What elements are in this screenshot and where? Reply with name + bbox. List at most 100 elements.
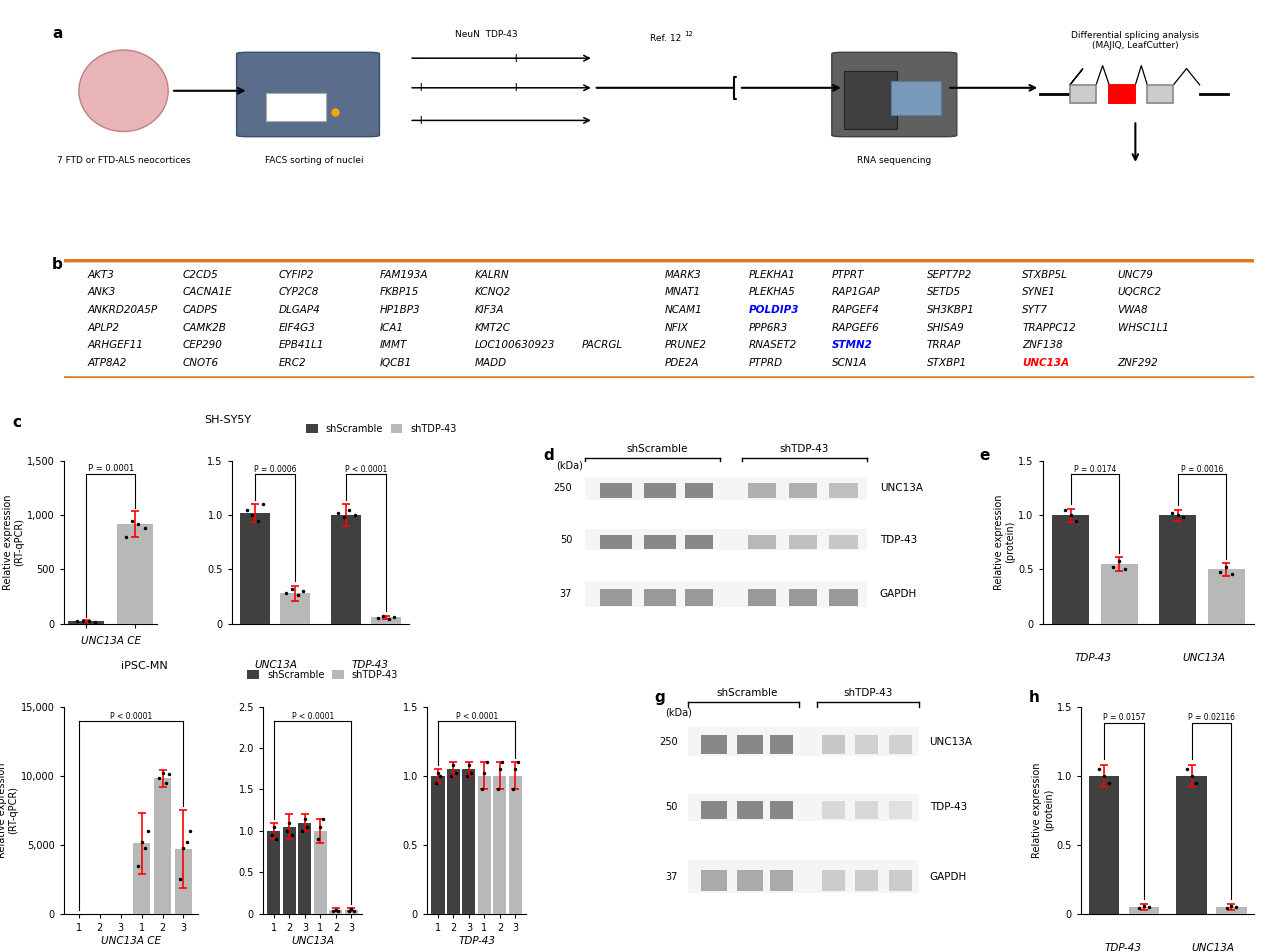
X-axis label: TDP-43: TDP-43 xyxy=(458,936,495,945)
Text: CEP290: CEP290 xyxy=(183,340,223,350)
Text: P = 0.0016: P = 0.0016 xyxy=(1180,465,1224,474)
Bar xyxy=(1052,515,1089,624)
Text: +: + xyxy=(511,51,522,65)
Text: GAPDH: GAPDH xyxy=(879,589,916,600)
Text: 50: 50 xyxy=(559,535,572,545)
Text: FACS sorting of nuclei: FACS sorting of nuclei xyxy=(265,156,364,165)
Text: P = 0.02116: P = 0.02116 xyxy=(1188,713,1235,723)
Text: STXBP5L: STXBP5L xyxy=(1023,270,1068,280)
Text: PLEKHA5: PLEKHA5 xyxy=(749,288,795,297)
Bar xyxy=(689,794,919,821)
Text: TRRAP: TRRAP xyxy=(927,340,961,350)
Text: CAMK2B: CAMK2B xyxy=(183,323,227,332)
Text: ERC2: ERC2 xyxy=(278,358,306,367)
Text: TDP-43: TDP-43 xyxy=(879,535,916,545)
Bar xyxy=(737,869,763,891)
Text: e: e xyxy=(979,447,989,463)
Bar xyxy=(329,910,343,914)
Text: PLEKHA1: PLEKHA1 xyxy=(749,270,795,280)
Text: P < 0.0001: P < 0.0001 xyxy=(110,712,152,721)
Y-axis label: Relative expression
(protein): Relative expression (protein) xyxy=(993,494,1015,590)
Text: TDP-43: TDP-43 xyxy=(929,803,966,812)
Bar xyxy=(600,535,632,548)
Ellipse shape xyxy=(79,50,168,131)
Text: iPSC-MN: iPSC-MN xyxy=(122,661,168,671)
Bar xyxy=(1216,907,1247,914)
Text: NeuN  TDP-43: NeuN TDP-43 xyxy=(456,30,518,39)
Text: UNC13A: UNC13A xyxy=(1023,358,1069,367)
Bar xyxy=(1147,85,1174,103)
Text: P < 0.0001: P < 0.0001 xyxy=(292,712,334,721)
Text: TRAPPC12: TRAPPC12 xyxy=(1023,323,1076,332)
Text: 250: 250 xyxy=(659,737,678,746)
Text: LOC100630923: LOC100630923 xyxy=(475,340,556,350)
Text: AKT3: AKT3 xyxy=(88,270,115,280)
Text: IQCB1: IQCB1 xyxy=(379,358,412,367)
Text: UNC13A: UNC13A xyxy=(929,737,973,746)
Bar xyxy=(477,776,492,914)
Bar xyxy=(600,589,632,605)
Bar xyxy=(888,735,911,754)
Bar xyxy=(268,831,280,914)
Bar xyxy=(1101,564,1138,624)
Bar xyxy=(68,621,104,624)
Bar xyxy=(1208,569,1244,624)
Text: shScramble: shScramble xyxy=(626,445,687,454)
Text: ATP8A2: ATP8A2 xyxy=(88,358,127,367)
Text: CYP2C8: CYP2C8 xyxy=(278,288,319,297)
Text: +: + xyxy=(416,81,426,94)
Bar xyxy=(1129,907,1158,914)
Text: MADD: MADD xyxy=(475,358,507,367)
X-axis label: UNC13A CE: UNC13A CE xyxy=(101,936,161,945)
Bar xyxy=(701,735,727,754)
Bar xyxy=(314,831,326,914)
Text: VWA8: VWA8 xyxy=(1117,305,1148,315)
Bar xyxy=(118,524,154,624)
Text: CNOT6: CNOT6 xyxy=(183,358,219,367)
Text: DLGAP4: DLGAP4 xyxy=(278,305,320,315)
Bar xyxy=(829,484,858,498)
Text: SCN1A: SCN1A xyxy=(832,358,867,367)
Bar xyxy=(644,484,676,498)
Text: EPB41L1: EPB41L1 xyxy=(278,340,324,350)
Bar xyxy=(509,776,522,914)
Text: POLDIP3: POLDIP3 xyxy=(749,305,799,315)
Bar xyxy=(1110,85,1135,103)
Text: KCNQ2: KCNQ2 xyxy=(475,288,511,297)
Text: RAPGEF4: RAPGEF4 xyxy=(832,305,879,315)
Text: d: d xyxy=(544,447,554,463)
Text: ZNF138: ZNF138 xyxy=(1023,340,1062,350)
Bar xyxy=(1160,515,1196,624)
Text: WHSC1L1: WHSC1L1 xyxy=(1117,323,1169,332)
Bar xyxy=(737,735,763,754)
Bar xyxy=(644,535,676,548)
Text: C2CD5: C2CD5 xyxy=(183,270,219,280)
Bar xyxy=(689,860,919,893)
Text: SEPT7P2: SEPT7P2 xyxy=(927,270,973,280)
Text: (kDa): (kDa) xyxy=(557,461,584,470)
Text: PACRGL: PACRGL xyxy=(582,340,623,350)
Bar xyxy=(822,735,845,754)
Text: CADPS: CADPS xyxy=(183,305,219,315)
Text: UNC13A: UNC13A xyxy=(1181,653,1225,663)
Text: PTPRT: PTPRT xyxy=(832,270,864,280)
Bar xyxy=(685,589,713,605)
Text: KALRN: KALRN xyxy=(475,270,509,280)
Bar xyxy=(239,513,270,624)
Text: EIF4G3: EIF4G3 xyxy=(278,323,315,332)
Bar xyxy=(888,801,911,819)
FancyBboxPatch shape xyxy=(832,52,957,137)
Bar xyxy=(493,776,507,914)
Text: UNC79: UNC79 xyxy=(1117,270,1153,280)
Bar xyxy=(771,869,794,891)
Bar xyxy=(689,727,919,756)
FancyBboxPatch shape xyxy=(266,93,326,121)
Text: PTPRD: PTPRD xyxy=(749,358,782,367)
Text: FAM193A: FAM193A xyxy=(379,270,428,280)
Bar xyxy=(771,735,794,754)
Text: SYNE1: SYNE1 xyxy=(1023,288,1056,297)
Bar xyxy=(701,801,727,819)
Bar xyxy=(283,827,296,914)
Text: MARK3: MARK3 xyxy=(666,270,701,280)
Bar xyxy=(829,535,858,548)
